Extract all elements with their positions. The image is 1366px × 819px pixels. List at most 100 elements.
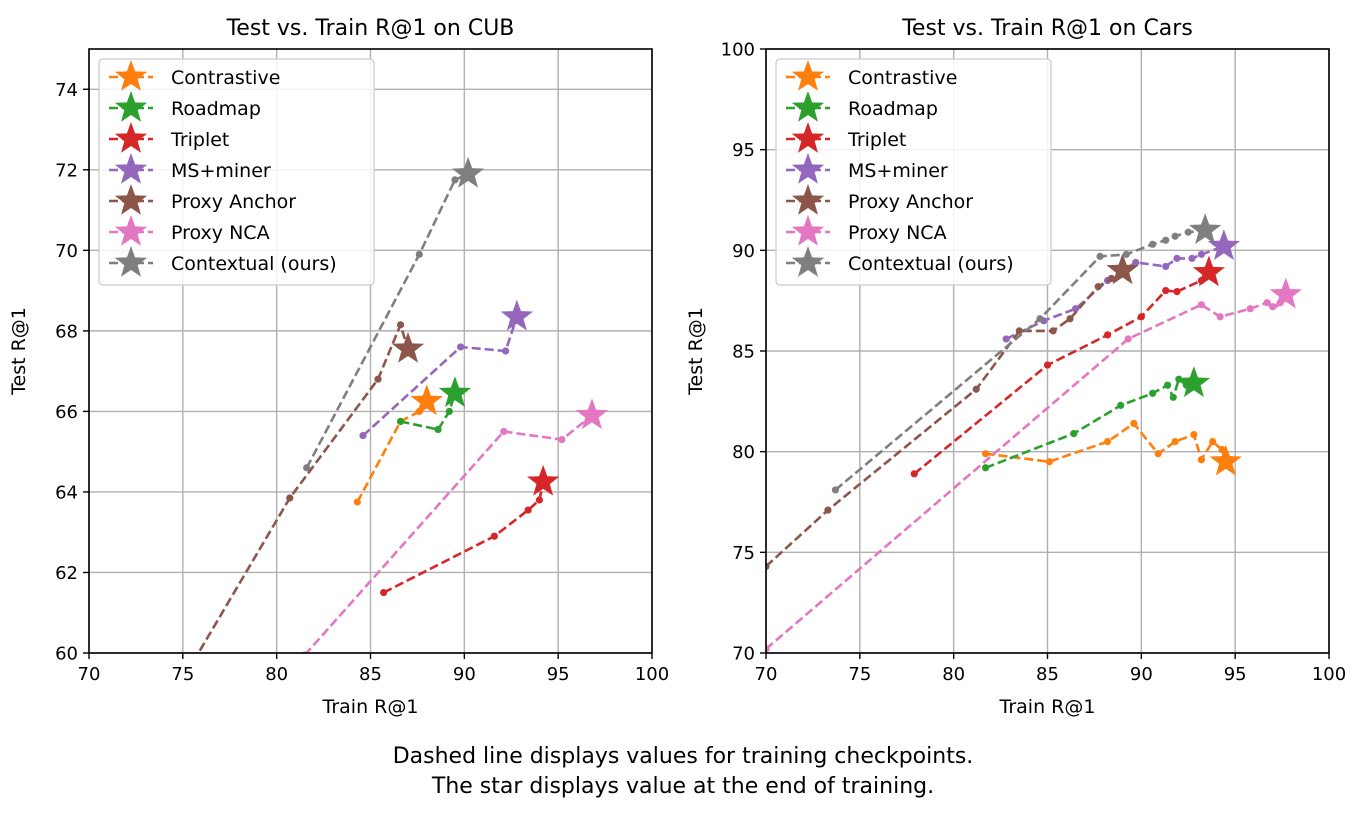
series-line [400,392,457,431]
legend-item: MS+miner [786,153,948,184]
series-line [913,271,1210,475]
final-star [391,331,425,363]
chart-panel-1: 70 75 80 85 90 95 100 60 62 64 66 68 70 72 74 Test vs. … [8,16,669,718]
legend-item: Contextual (ours) [786,246,1014,277]
legend-star [791,60,825,91]
checkpoint-point [1162,262,1170,271]
legend-label: Contrastive [848,67,957,89]
checkpoint-point [1096,252,1104,260]
checkpoint-point [1122,250,1130,258]
series-line [362,316,519,437]
checkpoint-point [1002,335,1010,343]
legend-star [791,184,825,215]
legend-box [775,58,1052,286]
final-star [1192,255,1226,287]
checkpoint-point [1216,313,1224,321]
checkpoint-point [445,407,453,415]
final-star [410,384,443,416]
checkpoint-point [434,425,442,434]
caption-line-1: Dashed line displays values for training… [392,744,974,769]
checkpoint-point [1015,327,1023,335]
checkpoint-point [380,589,388,597]
legend-label: Contrastive [171,67,280,89]
legend-box [98,58,375,286]
checkpoint-point [1269,303,1277,311]
x-tick-label: 90 [453,664,476,685]
series-line [196,320,410,653]
checkpoint-point [1043,361,1052,369]
legend-label: Roadmap [848,98,938,120]
legend-label: MS+miner [848,160,948,182]
checkpoint-point [1117,401,1125,409]
legend-star [114,91,148,122]
checkpoint-point [1137,313,1145,321]
y-tick-label: 74 [55,80,78,101]
legend-item: Contrastive [786,60,957,91]
legend-label: Proxy NCA [848,222,947,244]
y-tick-label: 80 [732,442,755,463]
y-tick-label: 60 [55,644,78,665]
caption-line-2: The star displays value at the end of tr… [431,774,935,799]
x-tick-label: 70 [755,664,778,685]
legend-star [791,246,825,277]
y-tick-label: 66 [55,402,78,423]
final-star [575,398,609,430]
x-tick-label: 70 [78,664,101,685]
checkpoint-point [1197,301,1205,309]
legend-star [791,122,825,153]
checkpoint-point [1049,327,1057,335]
checkpoint-point [1130,419,1138,428]
checkpoint-point [1263,299,1271,307]
checkpoint-point [1070,429,1078,438]
checkpoint-point [766,562,770,571]
x-tick-label: 90 [1130,664,1153,685]
legend-item: MS+miner [109,153,271,184]
legend-label: Proxy Anchor [848,191,973,213]
legend-item: Roadmap [109,91,261,122]
legend-item: Roadmap [786,91,938,122]
legend-star [114,184,148,215]
chart-title: Test vs. Train R@1 on Cars [901,16,1193,41]
checkpoint-point [1164,381,1172,389]
checkpoint-point [1162,236,1170,244]
checkpoint-point [1169,393,1177,401]
legend-star [114,153,148,184]
checkpoint-point [456,343,465,351]
checkpoint-point [490,532,498,540]
x-tick-label: 75 [171,664,194,685]
checkpoint-point [910,470,918,478]
checkpoint-point [972,385,980,393]
checkpoint-point [359,431,367,440]
checkpoint-point [1036,315,1044,323]
y-axis-label: Test R@1 [8,307,30,396]
legend-item: Proxy NCA [786,215,947,246]
checkpoint-point [1184,228,1192,236]
checkpoint-point [1190,430,1198,439]
checkpoint-point [824,506,832,514]
checkpoint-point [535,496,544,504]
legend-star [114,215,148,246]
legend-label: Triplet [847,129,906,151]
checkpoint-point [1171,232,1179,240]
checkpoint-point [1154,450,1162,458]
checkpoint-point [1066,315,1074,323]
legend-label: Roadmap [171,98,261,120]
final-star [1269,277,1302,309]
legend-item: Proxy Anchor [109,184,296,215]
checkpoint-point [1197,250,1205,258]
legend: Contrastive Roadmap Triplet MS+miner Proxy A… [98,58,375,286]
legend-star [791,153,825,184]
checkpoint-point [1132,258,1140,267]
series-line [383,481,545,594]
series-line [985,421,1228,464]
y-tick-label: 70 [55,241,78,262]
x-tick-label: 85 [1036,664,1059,685]
checkpoint-point [1188,254,1196,262]
y-tick-label: 100 [721,40,755,61]
checkpoint-point [831,486,840,494]
legend-item: Proxy NCA [109,215,270,246]
checkpoint-point [1107,274,1115,283]
y-tick-label: 85 [732,342,755,363]
final-star [1209,444,1242,476]
